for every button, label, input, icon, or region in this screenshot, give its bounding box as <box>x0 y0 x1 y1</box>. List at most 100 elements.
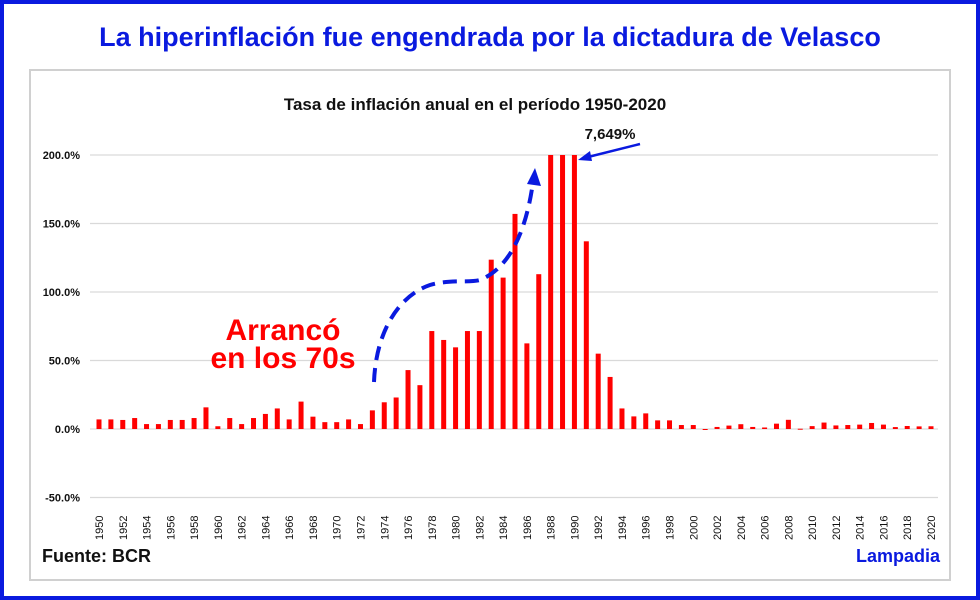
x-tick-label: 1994 <box>617 516 629 540</box>
bar-1990 <box>571 155 577 429</box>
bar-2012 <box>833 425 839 429</box>
x-tick-label: 1968 <box>308 516 320 540</box>
y-tick-label: 0.0% <box>55 424 80 436</box>
bar-1969 <box>322 422 328 429</box>
bar-1972 <box>357 424 363 429</box>
bar-1996 <box>643 413 649 429</box>
bar-1973 <box>369 410 375 429</box>
bar-2017 <box>892 427 898 429</box>
bar-2002 <box>714 426 720 429</box>
bar-1954 <box>144 424 150 429</box>
bar-1955 <box>155 424 161 429</box>
x-tick-label: 1950 <box>94 516 106 540</box>
bar-1988 <box>548 155 554 429</box>
x-tick-label: 1970 <box>332 516 344 540</box>
source-label: Fuente: BCR <box>42 546 151 566</box>
bar-1975 <box>393 397 399 429</box>
brand-label: Lampadia <box>856 546 941 566</box>
bar-1968 <box>310 416 316 429</box>
bar-1963 <box>251 418 257 429</box>
x-tick-label: 1978 <box>427 516 439 540</box>
bar-2010 <box>809 426 815 429</box>
x-tick-label: 1964 <box>260 516 272 540</box>
bars <box>96 155 934 430</box>
x-tick-labels: 1950 1952 1954 1956 1958 1960 1962 1964 1966 1968… <box>94 516 938 540</box>
bar-2013 <box>845 425 851 429</box>
x-tick-label: 1980 <box>451 516 463 540</box>
trend-arrowhead-icon <box>527 168 541 186</box>
bar-2015 <box>869 422 875 429</box>
bar-1998 <box>667 420 673 429</box>
bar-1987 <box>536 274 542 429</box>
bar-1997 <box>655 420 661 429</box>
x-tick-label: 1996 <box>641 516 653 540</box>
x-tick-label: 2000 <box>688 516 700 540</box>
bar-1993 <box>607 376 613 429</box>
chart-title: Tasa de inflación anual en el período 19… <box>284 95 666 114</box>
bar-2009 <box>797 428 803 430</box>
bar-1992 <box>595 353 601 429</box>
y-tick-labels: -50.0% 0.0% 50.0% 100.0% 150.0% 200.0% <box>43 150 81 505</box>
bar-2016 <box>880 424 886 429</box>
x-tick-label: 1988 <box>546 516 558 540</box>
bar-1951 <box>108 419 114 429</box>
x-tick-label: 1982 <box>474 516 486 540</box>
bar-2001 <box>702 429 708 430</box>
x-tick-label: 1976 <box>403 516 415 540</box>
bar-1994 <box>619 408 625 429</box>
y-tick-label: -50.0% <box>45 493 80 505</box>
bar-2018 <box>904 425 910 429</box>
bar-1984 <box>500 277 506 429</box>
annotation-start-line1: Arrancó <box>225 314 340 347</box>
bar-1966 <box>286 419 292 429</box>
bar-1950 <box>96 419 102 429</box>
x-tick-label: 1966 <box>284 516 296 540</box>
bar-2014 <box>857 424 863 429</box>
x-tick-label: 2004 <box>736 516 748 540</box>
x-tick-label: 2002 <box>712 516 724 540</box>
bar-1957 <box>179 419 185 429</box>
bar-1982 <box>476 331 482 429</box>
bar-2007 <box>773 423 779 429</box>
bar-1991 <box>583 241 589 429</box>
y-tick-label: 100.0% <box>43 287 81 299</box>
bar-2011 <box>821 422 827 429</box>
bar-1999 <box>678 425 684 429</box>
x-tick-label: 1992 <box>593 516 605 540</box>
bar-1965 <box>274 408 280 429</box>
x-tick-label: 1984 <box>498 516 510 540</box>
x-tick-label: 2012 <box>831 516 843 540</box>
bar-1977 <box>417 385 423 429</box>
x-tick-label: 1962 <box>237 516 249 540</box>
x-tick-label: 1986 <box>522 516 534 540</box>
y-tick-label: 150.0% <box>43 219 81 231</box>
x-tick-label: 2020 <box>926 516 938 540</box>
headline: La hiperinflación fue engendrada por la … <box>99 22 881 52</box>
bar-1981 <box>464 331 470 429</box>
bar-1985 <box>512 213 518 429</box>
peak-label: 7,649% <box>585 126 636 143</box>
bar-2005 <box>750 426 756 429</box>
x-tick-label: 1958 <box>189 516 201 540</box>
bar-1971 <box>346 419 352 429</box>
bar-1958 <box>191 418 197 429</box>
bar-1980 <box>453 347 459 429</box>
bar-1964 <box>262 413 268 429</box>
dashed-trend-arrow <box>372 181 535 383</box>
x-tick-label: 2006 <box>760 516 772 540</box>
peak-arrowhead-icon <box>578 151 592 161</box>
bar-2008 <box>785 419 791 429</box>
x-tick-label: 2010 <box>807 516 819 540</box>
bar-1979 <box>441 339 447 429</box>
peak-arrow <box>583 142 641 160</box>
y-tick-label: 50.0% <box>49 356 80 368</box>
bar-1967 <box>298 401 304 429</box>
x-tick-label: 1974 <box>379 516 391 540</box>
x-tick-label: 2016 <box>878 516 890 540</box>
bar-2000 <box>690 425 696 429</box>
bar-1983 <box>488 259 494 429</box>
bar-2004 <box>738 424 744 429</box>
bar-1995 <box>631 416 637 429</box>
x-tick-label: 1990 <box>569 516 581 540</box>
